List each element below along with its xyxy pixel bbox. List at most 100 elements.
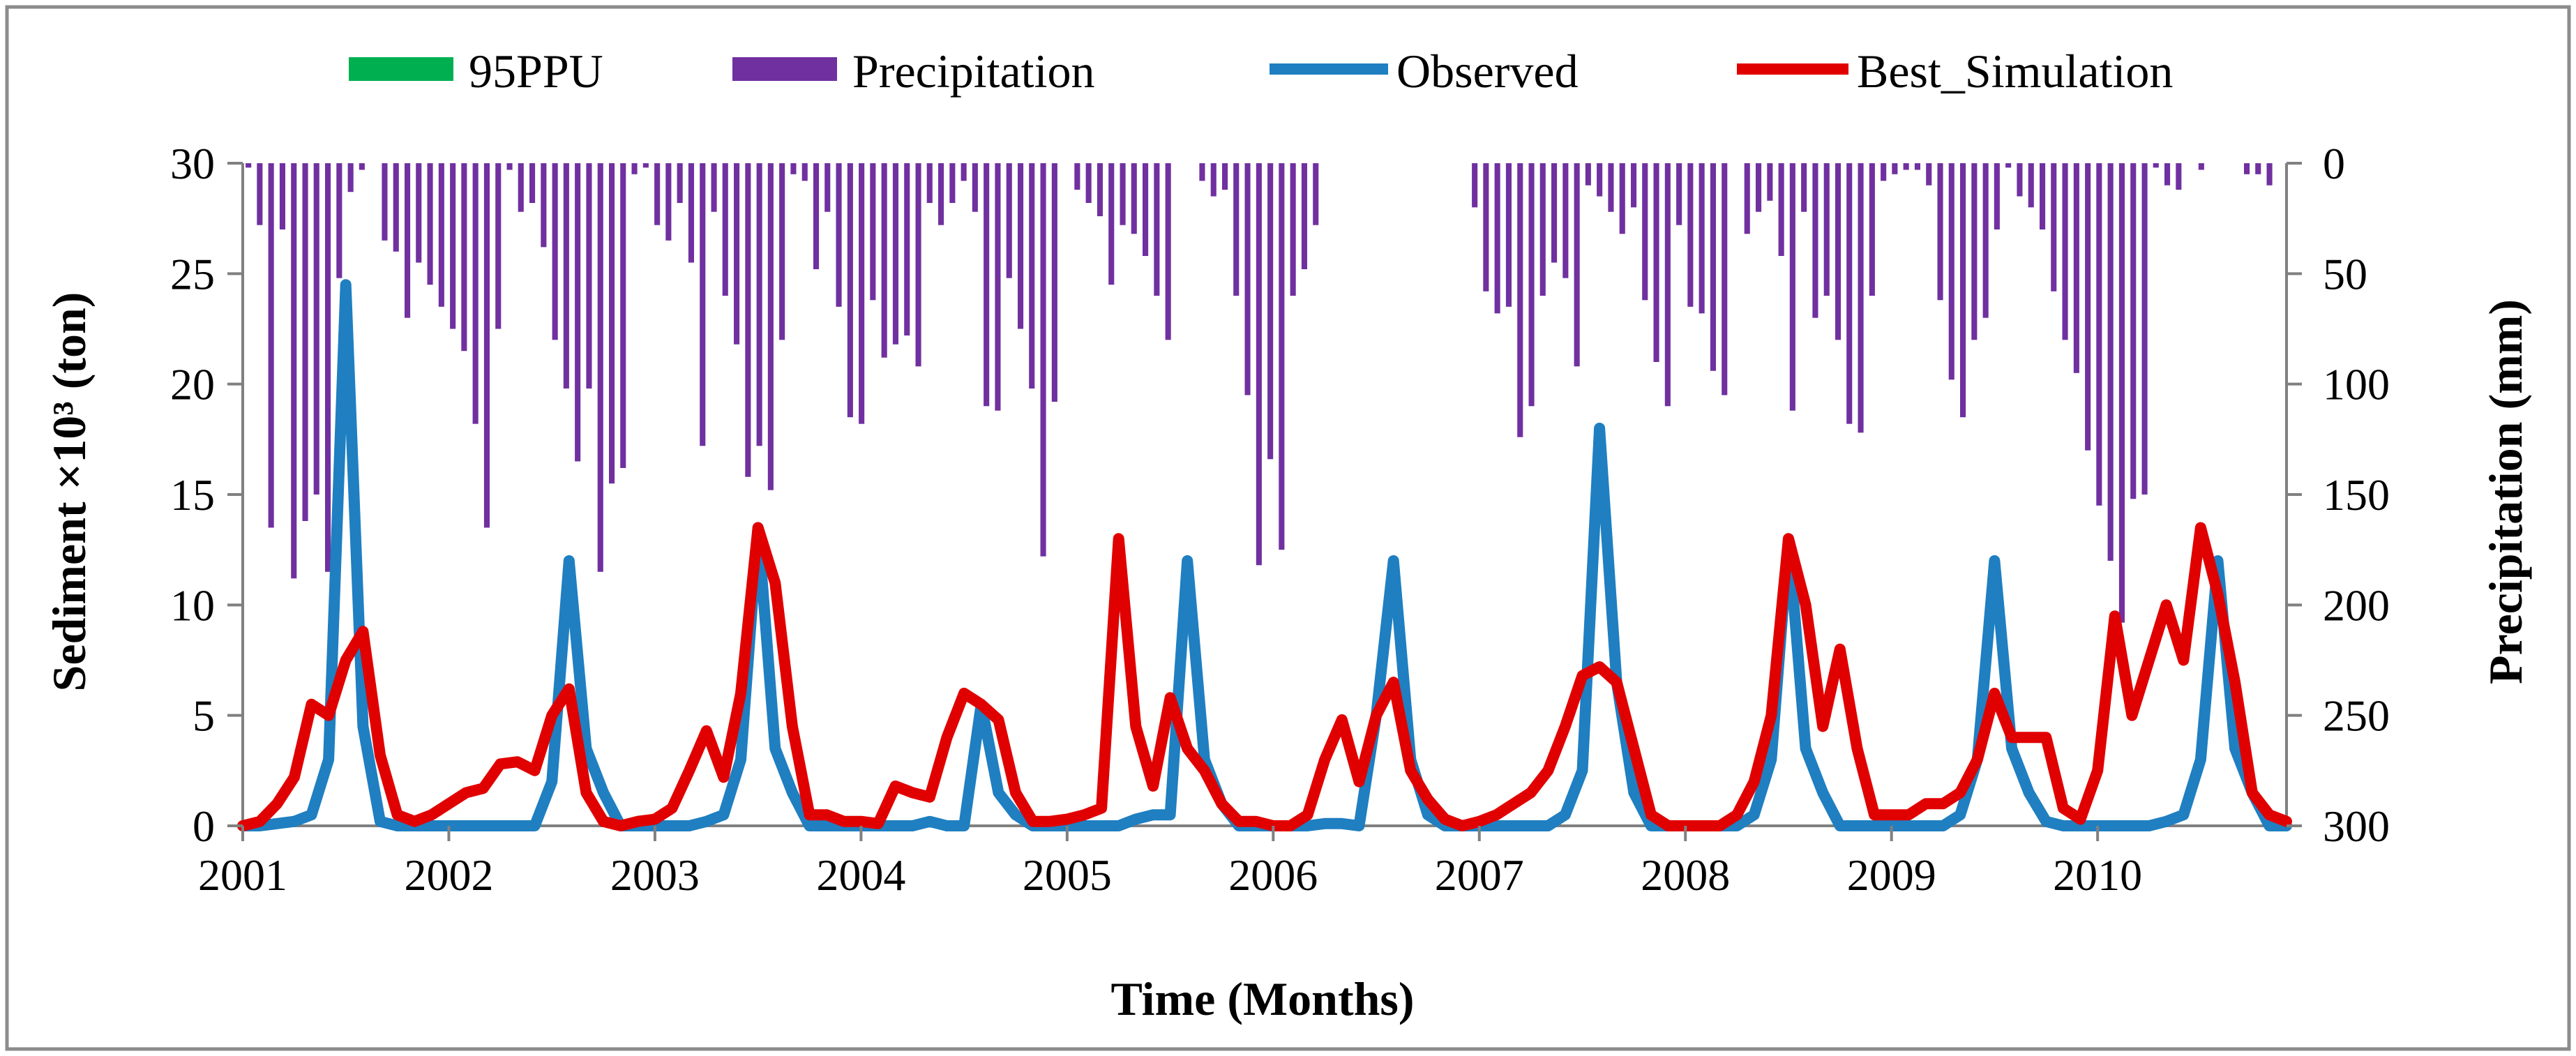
precipitation-bar [405,163,411,318]
precipitation-bar [2005,163,2012,168]
precipitation-bar [1154,163,1160,296]
precipitation-bar [1051,163,1057,402]
precipitation-bar [1608,163,1614,212]
precipitation-bar [892,163,898,345]
precipitation-bar [1018,163,1024,329]
precipitation-bar [1585,163,1591,186]
precipitation-bar [2073,163,2079,373]
precipitation-bar [1528,163,1535,407]
precipitation-bar [609,163,615,484]
precipitation-bar [767,163,774,490]
precipitation-bar [801,163,808,181]
precipitation-bar [1801,163,1807,212]
legend-label-observed: Observed [1396,45,1579,98]
precipitation-bar [2028,163,2034,208]
precipitation-bar [881,163,887,358]
precipitation-bar [1914,163,1920,170]
legend-swatch-95ppu [349,57,453,81]
x-tick-label: 2006 [1228,850,1318,900]
precipitation-bar [325,163,331,572]
precipitation-bar [1199,163,1205,181]
y-tick-label-left: 30 [170,139,215,188]
y-tick-label-right: 200 [2323,580,2390,630]
precipitation-bar [2176,163,2182,190]
precipitation-bar [1472,163,1478,208]
precipitation-bar [654,163,661,225]
precipitation-bar [1960,163,1966,418]
precipitation-bar [620,163,626,468]
precipitation-bar [1120,163,1126,225]
precipitation-bar [483,163,490,528]
precipitation-bar [995,163,1001,411]
precipitation-bar [859,163,865,424]
precipitation-bar [1722,163,1728,395]
precipitation-bar [1710,163,1716,371]
precipitation-bar [1858,163,1864,433]
x-axis-title: Time (Months) [1110,972,1414,1025]
y-axis-title-right: Precipitation (mm) [2479,299,2532,684]
precipitation-bar [302,163,308,521]
precipitation-bar [1903,163,1909,170]
precipitation-bar [1994,163,2000,229]
precipitation-bar [813,163,820,269]
precipitation-bar [2085,163,2091,451]
legend-swatch-precipitation [732,57,837,81]
precipitation-bar [2096,163,2102,506]
precipitation-bar [2130,163,2137,499]
precipitation-bar [586,163,592,389]
precipitation-bar [1642,163,1648,301]
x-tick-label: 2009 [1847,850,1936,900]
precipitation-bar [949,163,956,203]
precipitation-bar [268,163,274,528]
precipitation-bar [1823,163,1830,296]
precipitation-bar [745,163,751,477]
precipitation-bar [677,163,683,203]
precipitation-bar [336,163,342,278]
precipitation-bar [1562,163,1569,278]
precipitation-bar [1244,163,1251,395]
precipitation-bar [1085,163,1092,203]
precipitation-bar [1290,163,1296,296]
precipitation-bar [1143,163,1149,256]
precipitation-bar [2164,163,2171,186]
precipitation-bar [1267,163,1274,460]
x-tick-label: 2007 [1435,850,1524,900]
precipitation-bar [1597,163,1603,197]
precipitation-bar [472,163,479,424]
precipitation-bar [1574,163,1580,367]
precipitation-bar [1631,163,1637,208]
precipitation-bar [1040,163,1046,557]
precipitation-bar [2255,163,2261,174]
precipitation-bar [1279,163,1285,550]
precipitation-bar [1165,163,1171,340]
precipitation-bar [279,163,285,229]
precipitation-bar [1256,163,1262,566]
precipitation-bar [1698,163,1705,314]
precipitation-bar [1517,163,1523,437]
precipitation-bar [688,163,694,263]
precipitation-bar [1926,163,1932,186]
y-tick-label-right: 300 [2323,801,2390,851]
precipitation-bar [1687,163,1694,307]
precipitation-bar [1835,163,1841,340]
precipitation-bar [382,163,388,241]
precipitation-bar [597,163,603,572]
x-tick-label: 2003 [610,850,700,900]
precipitation-bar [359,163,365,170]
precipitation-bar [1233,163,1240,296]
precipitation-bar [904,163,910,335]
precipitation-bar [1881,163,1887,181]
x-tick-label: 2001 [198,850,287,900]
precipitation-bar [495,163,502,329]
precipitation-bar [631,163,638,174]
y-tick-label-right: 150 [2323,470,2390,520]
precipitation-bar [541,163,547,248]
precipitation-bar [915,163,921,367]
precipitation-bar [824,163,831,212]
precipitation-bar [1029,163,1035,389]
y-axis-title-left: Sediment ×10³ (ton) [43,292,96,692]
precipitation-bar [246,163,252,168]
precipitation-bar [1210,163,1217,197]
left-axis-ticks: 0 5 10 15 20 25 30 [170,139,243,851]
